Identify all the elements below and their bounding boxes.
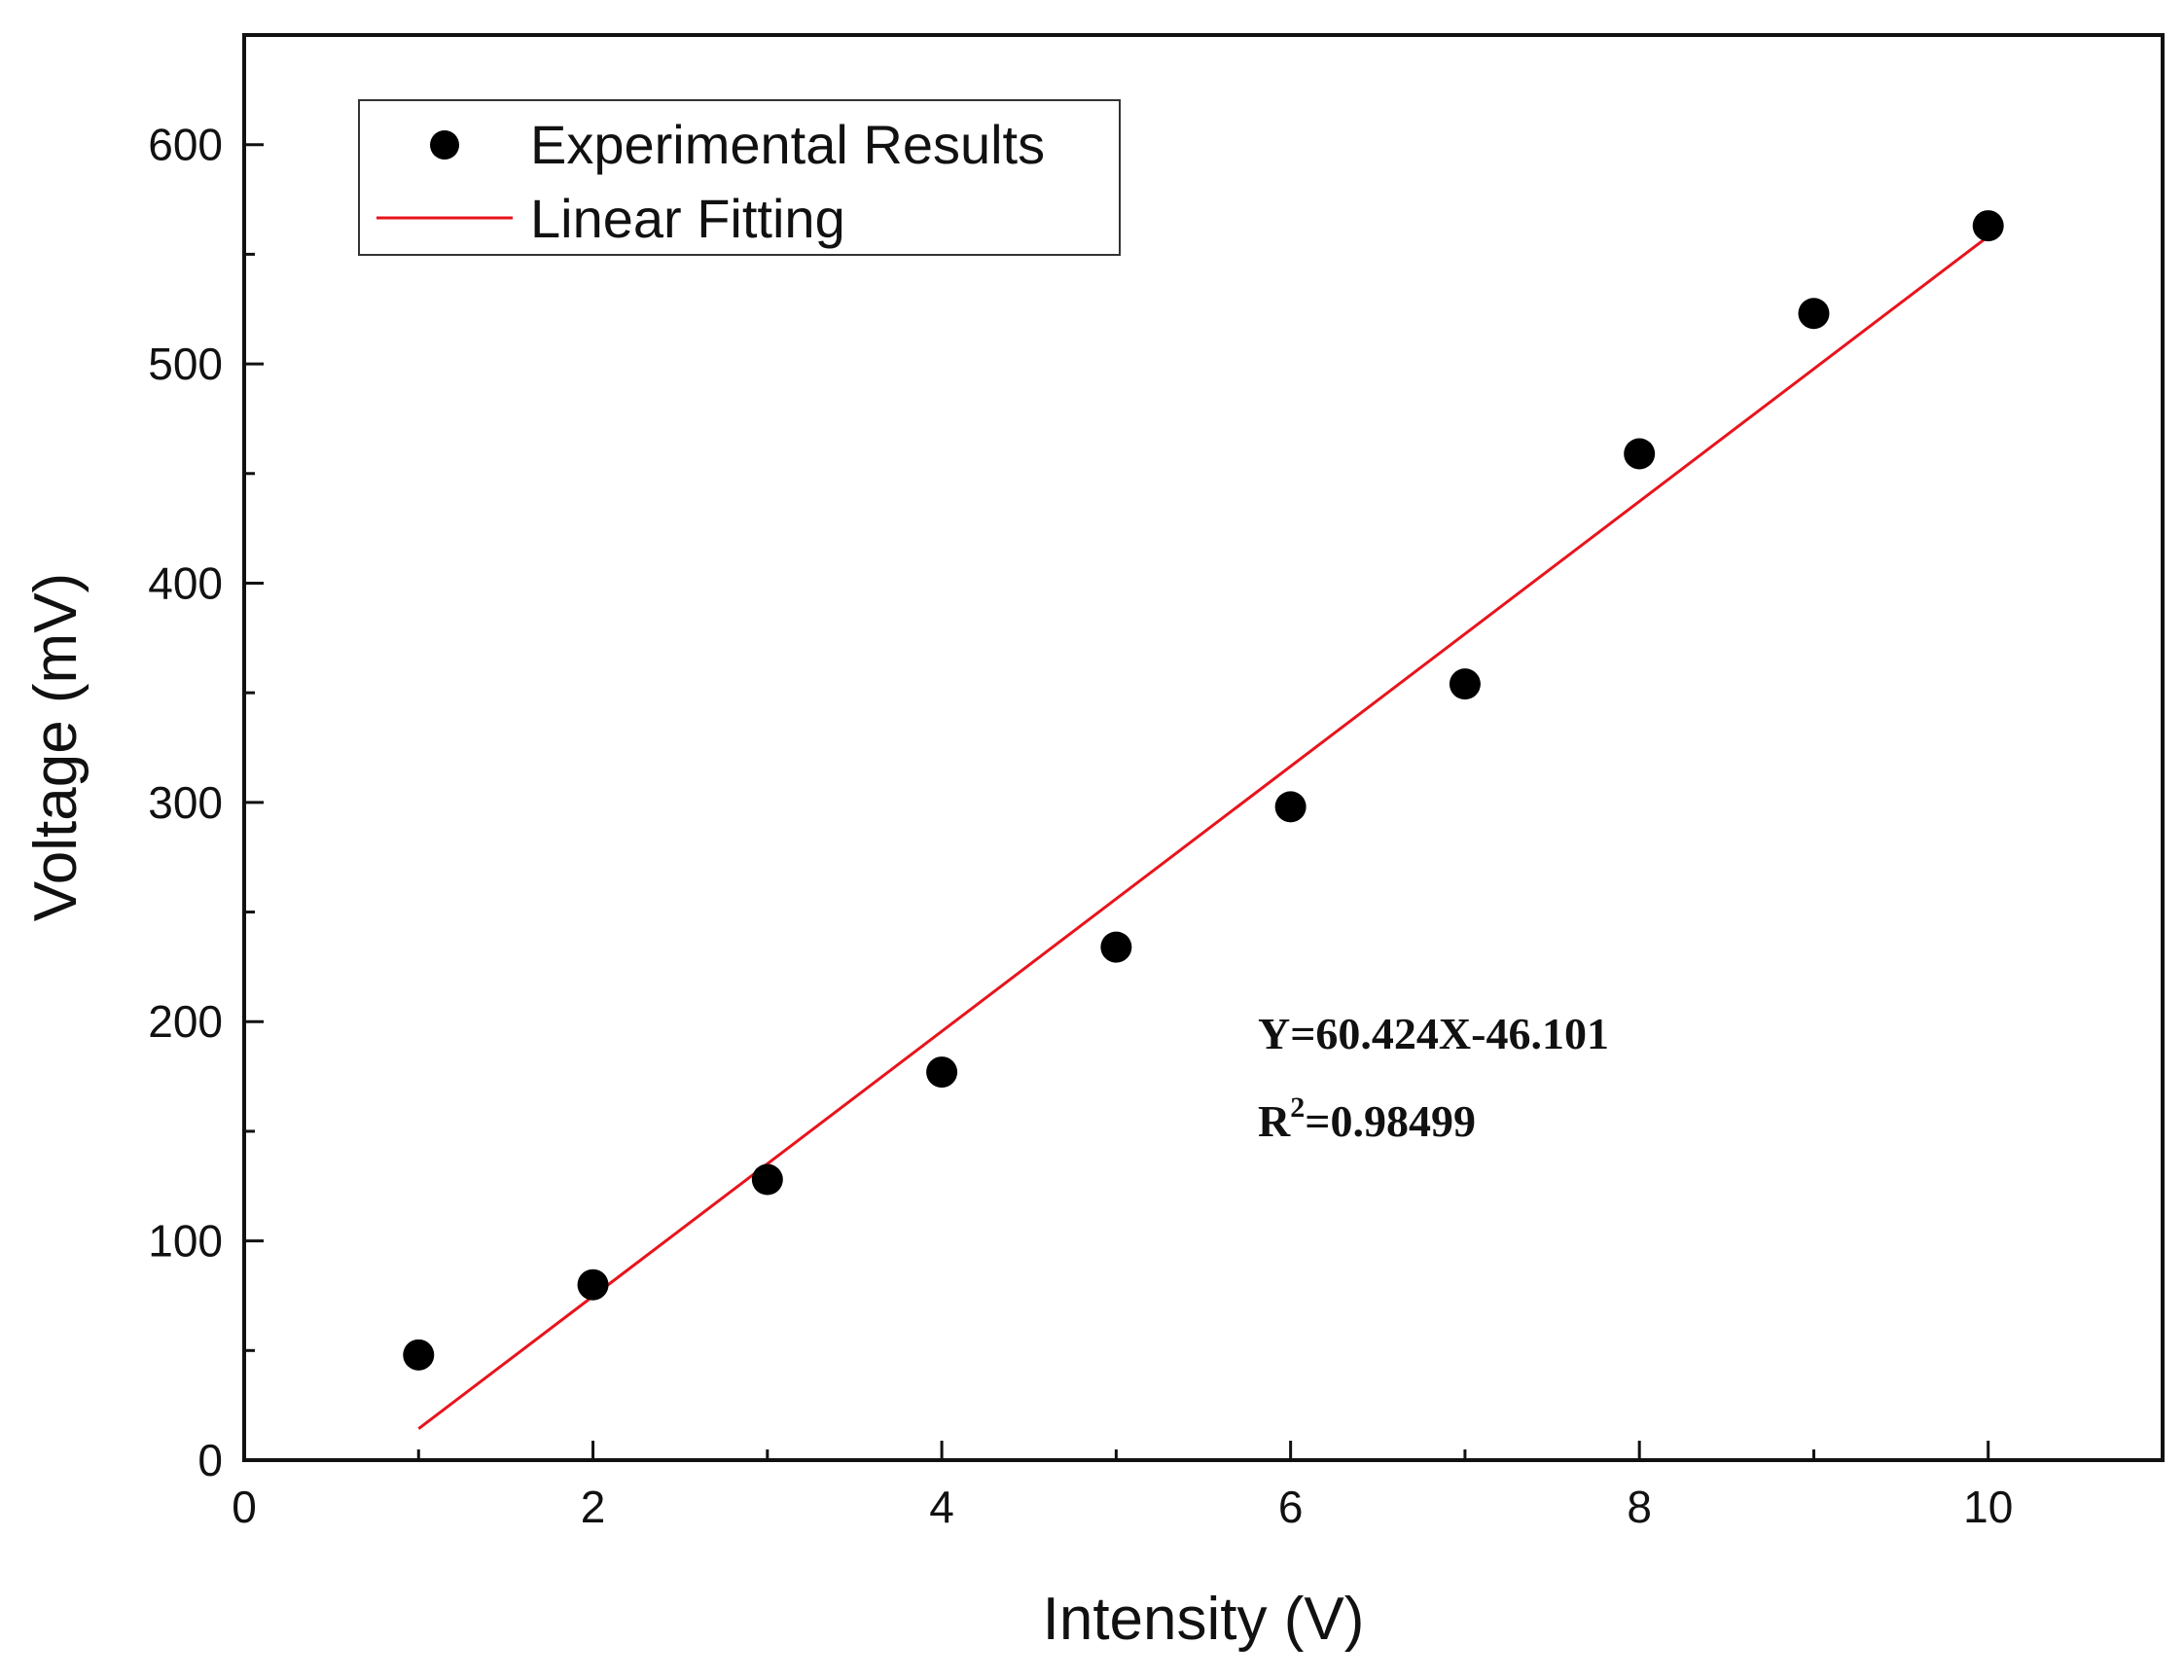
x-axis-ticks xyxy=(242,1441,2165,1460)
legend-label-experimental-results: Experimental Results xyxy=(530,114,1045,175)
r-squared-value: =0.98499 xyxy=(1305,1096,1476,1146)
data-point xyxy=(926,1056,958,1089)
data-point xyxy=(751,1163,783,1196)
x-axis-title: Intensity (V) xyxy=(1043,1586,1365,1653)
r-squared-symbol: R xyxy=(1258,1096,1291,1146)
y-tick-label: 100 xyxy=(148,1216,223,1267)
x-axis-tick-labels: 0 2 4 6 8 10 xyxy=(232,1482,2013,1532)
data-point xyxy=(1798,298,1830,330)
data-point xyxy=(1274,791,1307,823)
legend-box xyxy=(358,99,1121,256)
y-axis-title: Voltage (mV) xyxy=(22,573,90,921)
y-tick-label: 300 xyxy=(148,777,223,828)
data-point xyxy=(577,1269,609,1301)
r-squared-annotation: R2=0.98499 xyxy=(1258,1091,1476,1146)
x-tick-label: 2 xyxy=(581,1482,606,1532)
x-tick-label: 8 xyxy=(1627,1482,1652,1532)
legend-label-linear-fitting: Linear Fitting xyxy=(530,188,845,249)
y-axis-tick-labels: 0 100 200 300 400 500 600 xyxy=(148,120,223,1485)
x-tick-label: 10 xyxy=(1963,1482,2013,1532)
x-tick-label: 6 xyxy=(1278,1482,1304,1532)
data-point xyxy=(403,1339,435,1371)
linear-fit-line xyxy=(417,234,1989,1430)
x-tick-label: 0 xyxy=(232,1482,257,1532)
legend-marker-experimental-results xyxy=(430,130,459,160)
y-tick-label: 500 xyxy=(148,339,223,389)
experimental-points xyxy=(403,210,2004,1371)
r-squared-exponent: 2 xyxy=(1290,1091,1305,1124)
y-tick-label: 400 xyxy=(148,557,223,608)
y-tick-label: 600 xyxy=(148,120,223,170)
data-point xyxy=(1100,931,1132,963)
y-tick-label: 0 xyxy=(197,1435,223,1485)
y-tick-label: 200 xyxy=(148,996,223,1047)
x-tick-label: 4 xyxy=(929,1482,954,1532)
fit-equation-annotation: Y=60.424X-46.101 xyxy=(1258,1009,1609,1058)
legend: Experimental Results Linear Fitting xyxy=(358,99,1121,256)
data-point xyxy=(1972,210,2004,242)
plot-frame xyxy=(242,33,2165,1462)
y-axis-ticks xyxy=(244,33,264,1462)
data-point xyxy=(1449,668,1481,700)
data-point xyxy=(1624,438,1656,470)
